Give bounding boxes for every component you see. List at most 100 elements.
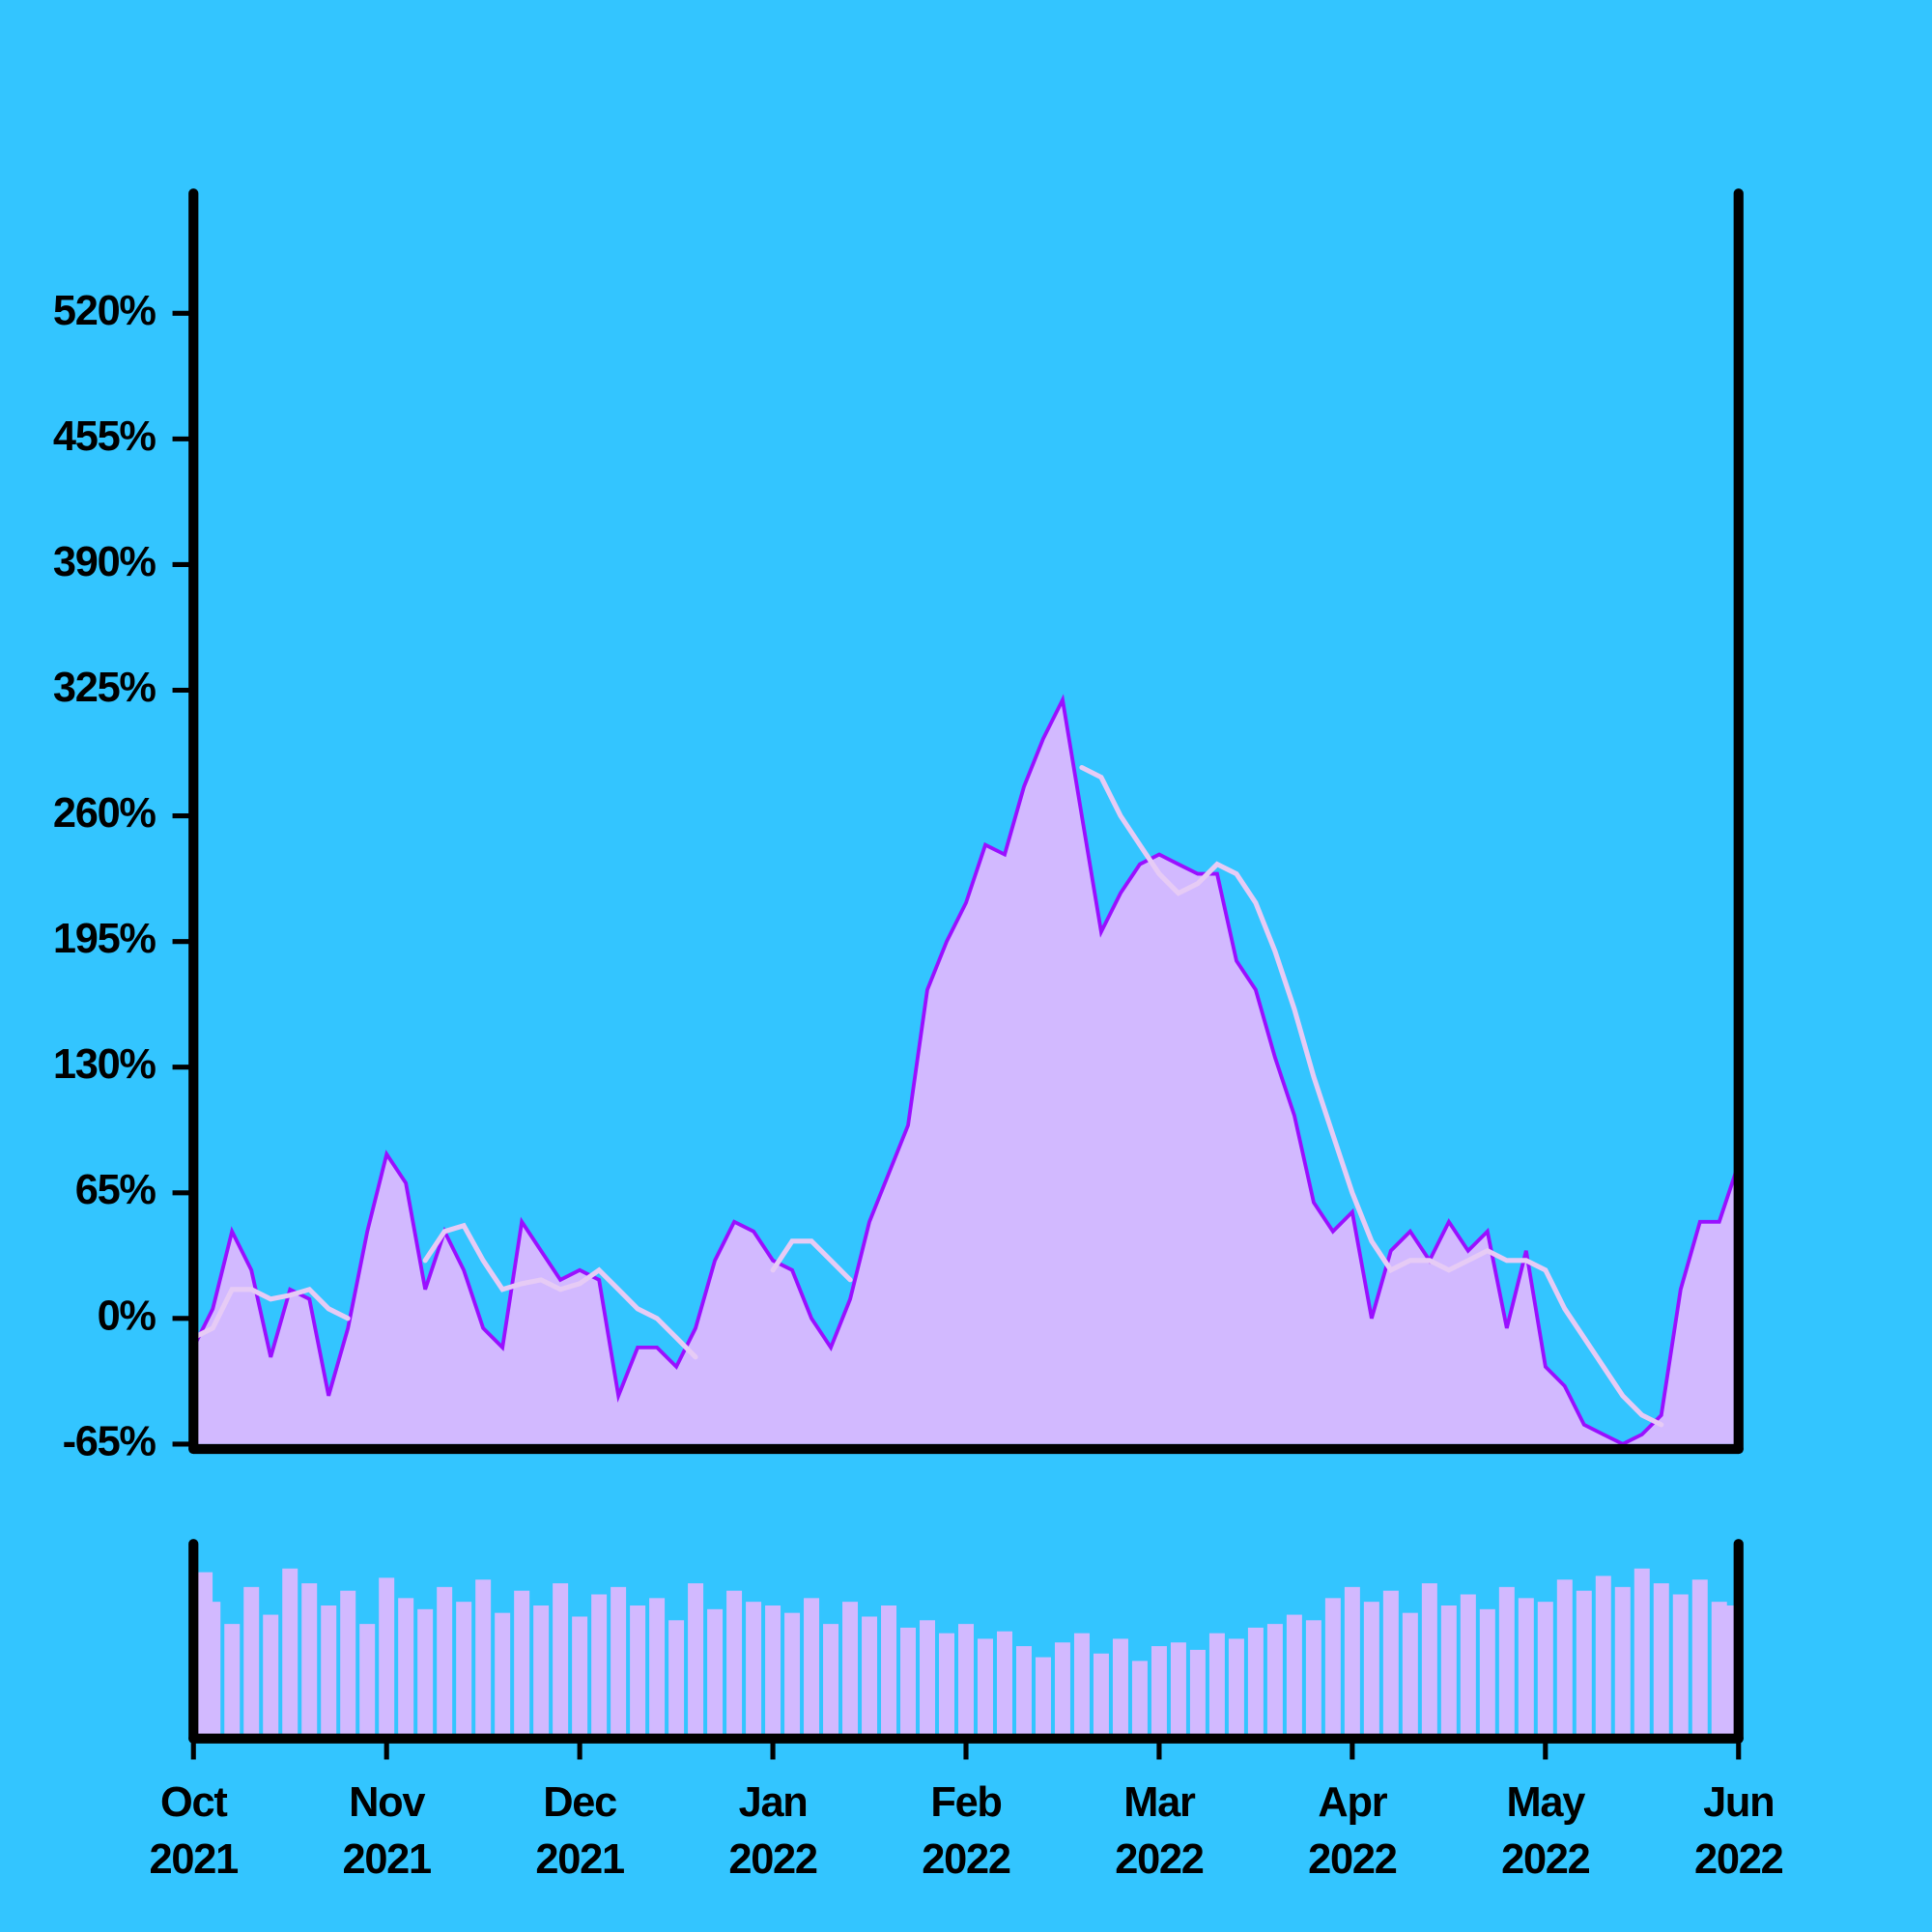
x-tick-label-box: May 2022 xyxy=(1501,1778,1591,1883)
volume-bar xyxy=(379,1577,395,1735)
x-tick-label-box: Jan 2022 xyxy=(728,1778,818,1883)
volume-bar xyxy=(417,1608,434,1735)
line xyxy=(191,694,1741,1447)
volume-bar xyxy=(1498,1586,1515,1735)
volume-bar xyxy=(553,1583,569,1735)
volume-bar xyxy=(1112,1638,1128,1735)
volume-bar xyxy=(1189,1649,1206,1735)
volume-bar xyxy=(456,1602,472,1735)
x-tick-label-box: Nov 2021 xyxy=(342,1778,432,1883)
volume-bar xyxy=(900,1627,917,1735)
volume-bar xyxy=(1518,1598,1534,1735)
volume-bar xyxy=(340,1590,356,1735)
x-tick-label: Jun 2022 xyxy=(1694,1778,1784,1883)
volume-bar xyxy=(1402,1612,1418,1735)
y-tick-label: 390% xyxy=(53,539,156,585)
volume-bar xyxy=(630,1605,646,1735)
volume-bar xyxy=(1421,1583,1437,1735)
volume-bar xyxy=(1035,1657,1051,1735)
volume-bar xyxy=(996,1631,1012,1735)
volume-bar xyxy=(1382,1590,1399,1735)
volume-bar xyxy=(398,1598,414,1735)
volume-bar xyxy=(726,1590,743,1735)
volume-bar xyxy=(746,1602,762,1735)
volume-bar xyxy=(1305,1620,1321,1735)
volume-bar xyxy=(1672,1594,1689,1735)
volume-bar xyxy=(842,1602,859,1735)
x-tick-label: Apr 2022 xyxy=(1308,1778,1398,1883)
volume-bar xyxy=(1363,1602,1379,1735)
volume-bar xyxy=(1614,1586,1631,1735)
volume-bar xyxy=(282,1568,298,1735)
volume-bar xyxy=(1595,1576,1611,1735)
x-tick-label-box: Apr 2022 xyxy=(1308,1778,1398,1883)
volume-bar xyxy=(475,1579,492,1735)
y-tick-label: 455% xyxy=(53,413,156,460)
volume-bar xyxy=(784,1612,801,1735)
x-tick-label-box: Mar 2022 xyxy=(1115,1778,1205,1883)
x-tick-label-box: Dec 2021 xyxy=(535,1778,625,1883)
volume-bar xyxy=(1151,1646,1167,1735)
volume-bar xyxy=(1324,1598,1341,1735)
volume-bar xyxy=(1247,1627,1264,1735)
volume-bar xyxy=(1093,1653,1109,1735)
y-tick-label: 520% xyxy=(53,288,156,334)
volume-bar xyxy=(977,1638,993,1735)
x-tick-label: Mar 2022 xyxy=(1115,1778,1205,1883)
x-tick-label: Jan 2022 xyxy=(728,1778,818,1883)
x-tick-label: Feb 2022 xyxy=(922,1778,1011,1883)
volume-bar xyxy=(881,1605,897,1735)
volume-bar xyxy=(1073,1633,1090,1735)
volume-bar xyxy=(611,1586,627,1735)
area xyxy=(193,699,1739,1444)
volume-bar xyxy=(359,1624,376,1735)
volume-bar xyxy=(1653,1583,1669,1735)
volume-bar xyxy=(1479,1608,1495,1735)
volume-bar xyxy=(591,1594,608,1735)
volume-bar xyxy=(1286,1614,1302,1735)
y-tick-label: -65% xyxy=(63,1418,156,1464)
volume-bar xyxy=(649,1598,666,1735)
volume-bar xyxy=(1228,1638,1244,1735)
y-tick-label: 195% xyxy=(53,916,156,962)
volume-bar xyxy=(205,1602,221,1735)
volume-bar xyxy=(514,1590,530,1735)
volume-bar xyxy=(823,1624,839,1735)
x-tick-label: May 2022 xyxy=(1501,1778,1591,1883)
volume-bar xyxy=(1556,1579,1573,1735)
y-tick-label: 0% xyxy=(98,1293,156,1339)
volume-bar xyxy=(495,1612,511,1735)
volume-bar xyxy=(1344,1586,1360,1735)
volume-bar xyxy=(1131,1661,1148,1735)
volume-bar xyxy=(243,1586,260,1735)
volume-bar xyxy=(1266,1624,1283,1735)
volume-bar xyxy=(958,1624,974,1735)
volume-bar xyxy=(533,1605,550,1735)
volume-bar xyxy=(1691,1579,1708,1735)
volume-bar xyxy=(1576,1590,1592,1735)
volume-bar xyxy=(1015,1646,1032,1735)
volume-bar xyxy=(668,1620,685,1735)
x-tick-label: Nov 2021 xyxy=(342,1778,432,1883)
volume-bar xyxy=(1440,1605,1457,1735)
volume-bar xyxy=(765,1605,781,1735)
x-tick-label-box: Jun 2022 xyxy=(1694,1778,1784,1883)
volume-bar xyxy=(321,1605,337,1735)
x-tick-label: Dec 2021 xyxy=(535,1778,625,1883)
volume-bar xyxy=(804,1598,820,1735)
volume-bar xyxy=(437,1586,453,1735)
volume-bar xyxy=(939,1633,955,1735)
volume-bar xyxy=(301,1583,318,1735)
volume-bar xyxy=(1208,1633,1225,1735)
volume-bar xyxy=(688,1583,704,1735)
moving-average xyxy=(190,764,1664,1428)
volume-bar xyxy=(862,1616,878,1735)
volume-bar xyxy=(1170,1642,1186,1735)
volume-bar xyxy=(1634,1568,1650,1735)
volume-bar xyxy=(572,1616,588,1735)
y-tick-label: 65% xyxy=(75,1167,156,1213)
volume-bar xyxy=(263,1614,279,1735)
y-tick-label: 260% xyxy=(53,790,156,837)
x-tick-label: Oct 2021 xyxy=(149,1778,240,1883)
